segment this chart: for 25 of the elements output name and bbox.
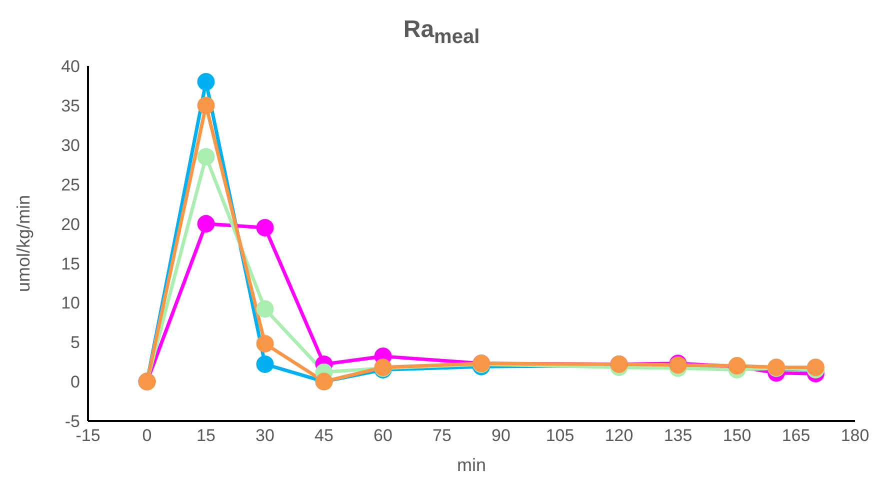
y-tick-label: 0 (70, 372, 80, 392)
x-tick-label: 105 (546, 426, 574, 446)
x-tick-label: 15 (196, 426, 216, 446)
x-tick-label: 75 (432, 426, 452, 446)
x-tick-label: 90 (492, 426, 510, 446)
x-tick-label: 180 (840, 426, 870, 446)
x-tick-label: 120 (604, 426, 634, 446)
y-tick-label: 10 (61, 294, 80, 313)
y-tick-label: 40 (61, 57, 80, 76)
x-axis-title: min (456, 455, 486, 475)
x-tick-label: 150 (722, 426, 752, 446)
x-tick-label: 60 (374, 426, 392, 446)
y-axis-title: umol/kg/min (13, 194, 34, 292)
y-tick-label: 20 (61, 214, 80, 234)
x-tick-label: 30 (256, 426, 274, 446)
x-tick-label: 135 (664, 426, 692, 446)
x-tick-label: 45 (314, 426, 334, 446)
y-tick-label: 35 (61, 96, 80, 116)
y-tick-label: 30 (61, 136, 80, 155)
x-tick-label: 0 (142, 426, 152, 446)
y-tick-label: 25 (61, 175, 80, 194)
y-tick-label: 5 (70, 333, 80, 352)
x-tick-label: 165 (782, 426, 810, 446)
chart-title: Ra$_{meal}$ (402, 15, 481, 50)
y-tick-label: 15 (61, 254, 80, 274)
